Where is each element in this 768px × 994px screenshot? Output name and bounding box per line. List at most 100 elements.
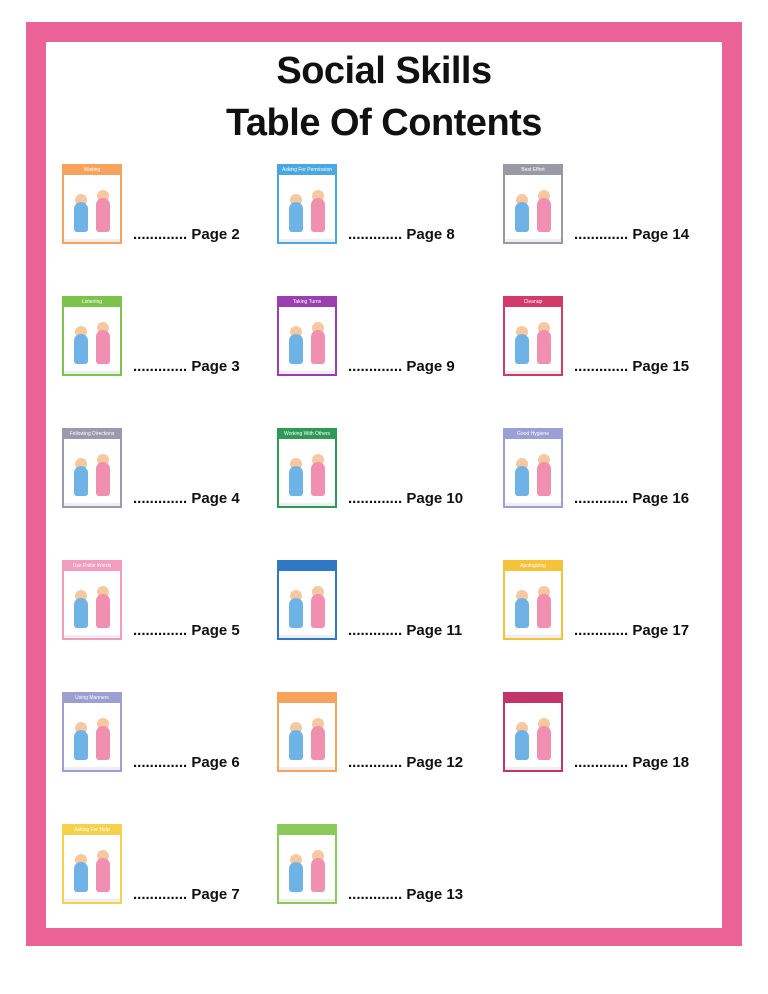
page-number: Page 10	[406, 490, 464, 507]
page-thumbnail[interactable]: Good Hygiene	[503, 428, 563, 508]
leader-dots: .............	[133, 754, 188, 771]
toc-entry[interactable]: Good Hygiene ............. Page 16	[503, 428, 718, 510]
page-thumbnail[interactable]	[277, 824, 337, 904]
page-reference: ............. Page 6	[133, 754, 240, 771]
leader-dots: .............	[348, 622, 403, 639]
illustration-icon	[511, 710, 555, 760]
toc-entry[interactable]: Using Manners ............. Page 6	[62, 692, 277, 774]
illustration-icon	[285, 842, 329, 892]
illustration-icon	[70, 446, 114, 496]
page-reference: ............. Page 9	[348, 358, 455, 375]
page-number: Page 8	[406, 226, 455, 243]
toc-entry[interactable]: ............. Page 18	[503, 692, 718, 774]
page-thumbnail[interactable]: Waiting	[62, 164, 122, 244]
thumbnail-title: Cleanup	[505, 298, 561, 307]
toc-entry[interactable]: Asking For Permission ............. Page…	[277, 164, 492, 246]
thumbnail-title: Using Manners	[64, 694, 120, 703]
page-thumbnail[interactable]	[277, 692, 337, 772]
toc-entry[interactable]: Listening ............. Page 3	[62, 296, 277, 378]
page-reference: ............. Page 4	[133, 490, 240, 507]
thumbnail-title: Listening	[64, 298, 120, 307]
toc-entry[interactable]: Waiting ............. Page 2	[62, 164, 277, 246]
page-sheet	[46, 42, 722, 928]
thumbnail-title: Best Effort	[505, 166, 561, 175]
page-reference: ............. Page 18	[574, 754, 689, 771]
page-reference: ............. Page 12	[348, 754, 463, 771]
toc-entry[interactable]: Cleanup ............. Page 15	[503, 296, 718, 378]
page-thumbnail[interactable]	[277, 560, 337, 640]
page-thumbnail[interactable]: Working With Others	[277, 428, 337, 508]
thumbnail-title: Waiting	[64, 166, 120, 175]
illustration-icon	[511, 446, 555, 496]
illustration-icon	[70, 314, 114, 364]
page-thumbnail[interactable]: Apologizing	[503, 560, 563, 640]
page-thumbnail[interactable]: Asking For Permission	[277, 164, 337, 244]
page-reference: ............. Page 8	[348, 226, 455, 243]
toc-entry[interactable]: Apologizing ............. Page 17	[503, 560, 718, 642]
thumbnail-title	[279, 562, 335, 571]
page-reference: ............. Page 15	[574, 358, 689, 375]
page-thumbnail[interactable]: Use Polite Words	[62, 560, 122, 640]
thumbnail-title: Good Hygiene	[505, 430, 561, 439]
page-thumbnail[interactable]: Listening	[62, 296, 122, 376]
page-number: Page 5	[191, 622, 240, 639]
leader-dots: .............	[574, 490, 629, 507]
toc-entry[interactable]: Working With Others ............. Page 1…	[277, 428, 492, 510]
page-thumbnail[interactable]: Asking For Help	[62, 824, 122, 904]
toc-entry[interactable]: Taking Turns ............. Page 9	[277, 296, 492, 378]
toc-entry[interactable]: Best Effort ............. Page 14	[503, 164, 718, 246]
leader-dots: .............	[133, 886, 188, 903]
page-number: Page 9	[406, 358, 455, 375]
leader-dots: .............	[574, 754, 629, 771]
page-number: Page 13	[406, 886, 464, 903]
leader-dots: .............	[133, 358, 188, 375]
thumbnail-title	[505, 694, 561, 703]
toc-entry[interactable]: ............. Page 11	[277, 560, 492, 642]
illustration-icon	[70, 710, 114, 760]
page-thumbnail[interactable]: Using Manners	[62, 692, 122, 772]
thumbnail-title	[279, 694, 335, 703]
illustration-icon	[285, 182, 329, 232]
leader-dots: .............	[574, 358, 629, 375]
page-number: Page 14	[632, 226, 690, 243]
page-thumbnail[interactable]: Taking Turns	[277, 296, 337, 376]
illustration-icon	[285, 446, 329, 496]
toc-entry[interactable]: Following Directions ............. Page …	[62, 428, 277, 510]
page-thumbnail[interactable]: Cleanup	[503, 296, 563, 376]
page-title: Social Skills	[276, 50, 492, 92]
page-reference: ............. Page 3	[133, 358, 240, 375]
page-reference: ............. Page 2	[133, 226, 240, 243]
thumbnail-title: Working With Others	[279, 430, 335, 439]
page-number: Page 15	[632, 358, 690, 375]
illustration-icon	[285, 578, 329, 628]
page-reference: ............. Page 5	[133, 622, 240, 639]
toc-entry[interactable]: ............. Page 12	[277, 692, 492, 774]
page-number: Page 7	[191, 886, 240, 903]
page-thumbnail[interactable]	[503, 692, 563, 772]
page-reference: ............. Page 14	[574, 226, 689, 243]
leader-dots: .............	[348, 754, 403, 771]
page-number: Page 18	[632, 754, 690, 771]
illustration-icon	[511, 578, 555, 628]
illustration-icon	[511, 314, 555, 364]
page-thumbnail[interactable]: Best Effort	[503, 164, 563, 244]
toc-entry[interactable]: ............. Page 13	[277, 824, 492, 906]
leader-dots: .............	[348, 886, 403, 903]
page-thumbnail[interactable]: Following Directions	[62, 428, 122, 508]
thumbnail-title	[279, 826, 335, 835]
thumbnail-title: Asking For Help	[64, 826, 120, 835]
page-number: Page 12	[406, 754, 464, 771]
page-reference: ............. Page 11	[348, 622, 462, 639]
thumbnail-title: Following Directions	[64, 430, 120, 439]
page-number: Page 16	[632, 490, 690, 507]
page-reference: ............. Page 16	[574, 490, 689, 507]
illustration-icon	[285, 314, 329, 364]
illustration-icon	[70, 182, 114, 232]
page-reference: ............. Page 17	[574, 622, 689, 639]
toc-entry[interactable]: Asking For Help ............. Page 7	[62, 824, 277, 906]
thumbnail-title: Apologizing	[505, 562, 561, 571]
toc-entry[interactable]: Use Polite Words ............. Page 5	[62, 560, 277, 642]
leader-dots: .............	[133, 622, 188, 639]
leader-dots: .............	[348, 358, 403, 375]
page-reference: ............. Page 13	[348, 886, 463, 903]
